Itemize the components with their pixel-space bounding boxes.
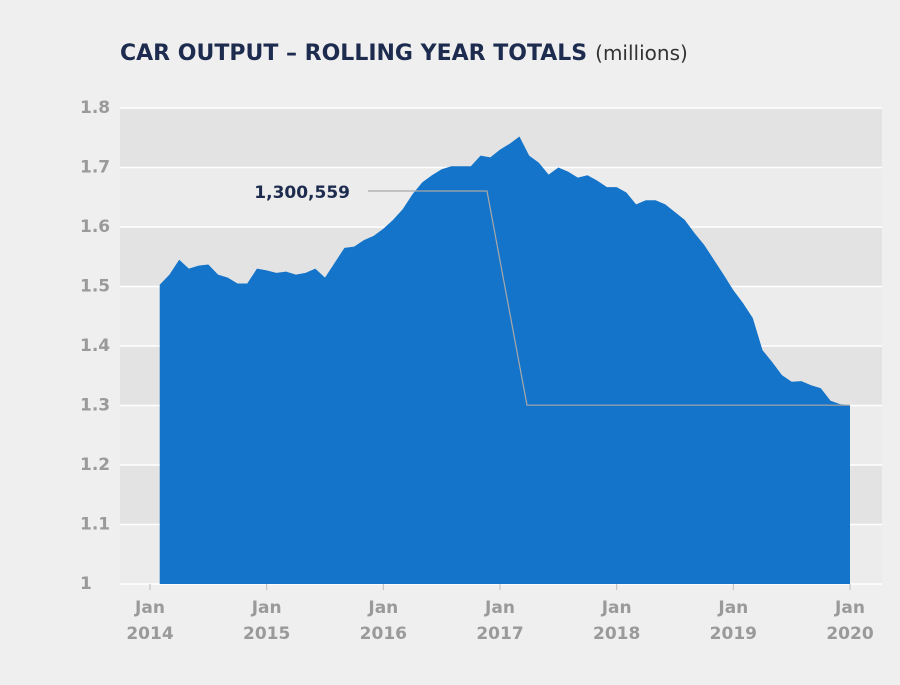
x-tick-year: 2015: [243, 624, 290, 644]
x-tick-year: 2020: [826, 624, 873, 644]
y-tick-label: 1.7: [80, 158, 110, 178]
y-tick-label: 1.3: [80, 396, 110, 416]
area: [159, 136, 850, 584]
x-tick-month: Jan: [834, 598, 865, 618]
x-tick-month: Jan: [367, 598, 398, 618]
chart-title: CAR OUTPUT – ROLLING YEAR TOTALS: [120, 41, 587, 66]
y-tick-label: 1.1: [80, 515, 110, 535]
annotation-leader: [368, 190, 850, 406]
x-tick-year: 2019: [710, 624, 757, 644]
x-tick-month: Jan: [601, 598, 632, 618]
y-tick-label: 1.2: [80, 455, 110, 475]
chart-subtitle: (millions): [595, 41, 688, 65]
y-tick-label: 1.4: [80, 336, 110, 356]
y-tick-label: 1.6: [80, 217, 110, 237]
y-tick-label: 1.5: [80, 277, 110, 297]
x-tick-year: 2016: [360, 624, 407, 644]
x-tick-month: Jan: [251, 598, 282, 618]
x-tick-month: Jan: [134, 598, 165, 618]
x-tick-year: 2014: [126, 624, 173, 644]
x-tick-month: Jan: [717, 598, 748, 618]
annotation: 1,300,559: [254, 183, 350, 203]
x-tick-month: Jan: [484, 598, 515, 618]
chart-title-line: CAR OUTPUT – ROLLING YEAR TOTALS (million…: [120, 41, 688, 67]
y-tick-label: 1.8: [80, 98, 110, 118]
y-tick-label: 1: [80, 574, 92, 594]
x-tick-year: 2017: [476, 624, 523, 644]
x-tick-year: 2018: [593, 624, 640, 644]
